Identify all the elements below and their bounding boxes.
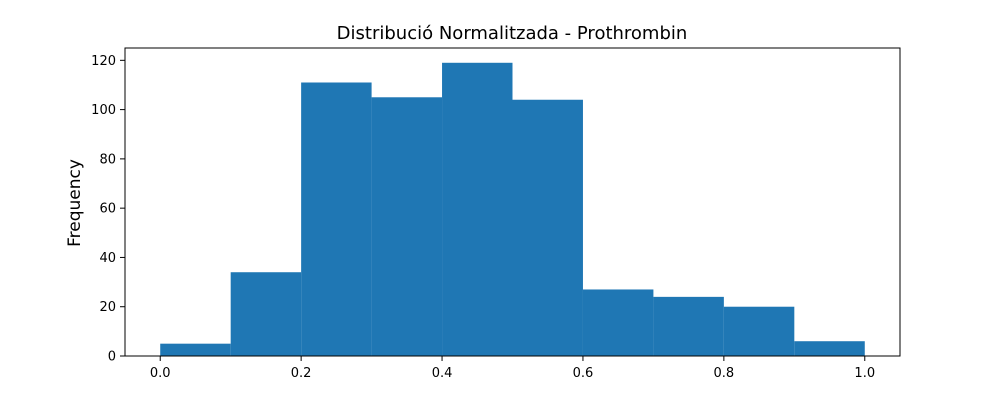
histogram-bar	[160, 343, 231, 356]
y-tick-label: 60	[99, 202, 116, 217]
y-tick-label: 100	[91, 103, 116, 118]
histogram-bar	[512, 99, 583, 356]
plot-frame	[124, 47, 901, 357]
histogram-bar	[371, 97, 443, 356]
histogram-bar	[442, 62, 513, 357]
histogram-bar	[794, 341, 865, 356]
y-tick-label: 80	[99, 152, 116, 167]
y-tick-label: 120	[91, 54, 116, 69]
y-tick-label: 20	[99, 300, 116, 315]
bars-group	[160, 62, 865, 357]
x-tick-label: 1.0	[854, 366, 875, 381]
y-tick-label: 0	[108, 350, 116, 365]
histogram-bar	[723, 306, 795, 356]
x-tick-label: 0.0	[150, 366, 171, 381]
x-tick-label: 0.6	[573, 366, 594, 381]
y-axis-ticks: 0 20 40 60 80 100 120	[91, 54, 125, 365]
histogram-bar	[582, 289, 654, 356]
y-tick-label: 40	[99, 251, 116, 266]
histogram-bar	[653, 296, 724, 356]
x-tick-label: 0.4	[432, 366, 453, 381]
histogram-bar	[301, 82, 372, 356]
x-tick-label: 0.8	[714, 366, 735, 381]
histogram-bar	[230, 272, 302, 356]
chart-title: Distribució Normalitzada - Prothrombin	[337, 23, 688, 44]
y-axis-label: Frequency	[65, 159, 85, 247]
x-tick-label: 0.2	[291, 366, 312, 381]
x-axis-ticks: 0.0 0.2 0.4 0.6 0.8 1.0	[150, 356, 875, 381]
